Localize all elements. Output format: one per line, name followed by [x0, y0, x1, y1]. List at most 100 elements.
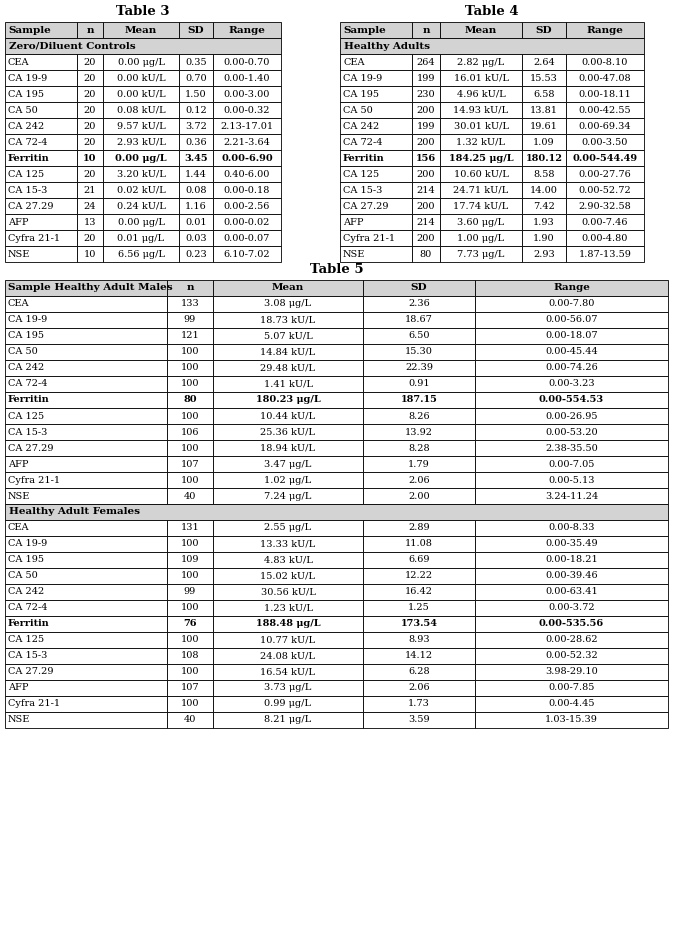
Text: 100: 100 — [181, 636, 199, 644]
Bar — [412, 70, 440, 86]
Text: CA 27.29: CA 27.29 — [8, 201, 53, 210]
Bar — [340, 214, 412, 230]
Text: 0.00-18.21: 0.00-18.21 — [545, 555, 598, 565]
Text: 10: 10 — [83, 154, 97, 162]
Text: 7.73 μg/L: 7.73 μg/L — [458, 249, 505, 259]
Bar — [475, 520, 668, 536]
Text: 13.33 kU/L: 13.33 kU/L — [260, 540, 316, 549]
Text: NSE: NSE — [8, 491, 30, 501]
Bar — [179, 70, 213, 86]
Bar — [167, 616, 213, 632]
Bar — [363, 296, 475, 312]
Text: 1.02 μg/L: 1.02 μg/L — [264, 476, 312, 485]
Text: Ferritin: Ferritin — [8, 154, 50, 162]
Bar — [77, 22, 103, 38]
Text: 100: 100 — [181, 348, 199, 357]
Bar — [522, 230, 566, 246]
Bar — [213, 118, 281, 134]
Bar — [340, 102, 412, 118]
Text: 10.77 kU/L: 10.77 kU/L — [260, 636, 316, 644]
Bar — [440, 134, 522, 150]
Text: 2.38-35.50: 2.38-35.50 — [545, 443, 598, 452]
Bar — [440, 54, 522, 70]
Bar — [167, 424, 213, 440]
Text: 2.89: 2.89 — [409, 524, 430, 532]
Bar — [522, 102, 566, 118]
Text: 0.00-0.07: 0.00-0.07 — [224, 234, 270, 243]
Text: 30.01 kU/L: 30.01 kU/L — [454, 121, 509, 131]
Bar — [103, 198, 179, 214]
Text: 40: 40 — [184, 491, 197, 501]
Bar — [522, 54, 566, 70]
Text: CEA: CEA — [8, 299, 30, 309]
Text: CA 125: CA 125 — [343, 170, 379, 179]
Bar — [440, 102, 522, 118]
Text: 0.40-6.00: 0.40-6.00 — [224, 170, 270, 179]
Text: 0.00-26.95: 0.00-26.95 — [545, 412, 598, 421]
Bar — [167, 600, 213, 616]
Text: 6.28: 6.28 — [409, 667, 430, 677]
Text: 100: 100 — [181, 476, 199, 485]
Bar — [363, 616, 475, 632]
Text: 0.00-3.50: 0.00-3.50 — [582, 137, 628, 146]
Text: NSE: NSE — [8, 249, 30, 259]
Text: 9.57 kU/L: 9.57 kU/L — [116, 121, 166, 131]
Text: 0.00-7.05: 0.00-7.05 — [548, 460, 595, 468]
Bar — [167, 456, 213, 472]
Bar — [566, 70, 644, 86]
Bar — [475, 440, 668, 456]
Text: CA 242: CA 242 — [8, 121, 44, 131]
Bar — [363, 472, 475, 488]
Bar — [412, 118, 440, 134]
Bar — [5, 376, 167, 392]
Bar — [103, 70, 179, 86]
Text: 13: 13 — [83, 218, 96, 226]
Bar — [103, 182, 179, 198]
Text: 2.82 μg/L: 2.82 μg/L — [458, 57, 505, 67]
Bar — [77, 134, 103, 150]
Text: 0.70: 0.70 — [185, 73, 207, 83]
Bar — [412, 150, 440, 166]
Bar — [566, 102, 644, 118]
Bar — [167, 376, 213, 392]
Bar — [213, 344, 363, 360]
Bar — [179, 182, 213, 198]
Bar — [213, 198, 281, 214]
Text: 10.60 kU/L: 10.60 kU/L — [454, 170, 508, 179]
Text: 99: 99 — [184, 315, 196, 324]
Text: SD: SD — [411, 284, 427, 293]
Text: CA 72-4: CA 72-4 — [8, 603, 48, 613]
Bar — [5, 424, 167, 440]
Bar — [103, 102, 179, 118]
Bar — [566, 86, 644, 102]
Text: 29.48 kU/L: 29.48 kU/L — [260, 363, 316, 373]
Text: AFP: AFP — [343, 218, 363, 226]
Bar — [363, 280, 475, 296]
Bar — [77, 118, 103, 134]
Bar — [363, 360, 475, 376]
Text: 0.23: 0.23 — [185, 249, 207, 259]
Bar — [5, 198, 77, 214]
Bar — [5, 616, 167, 632]
Bar — [475, 568, 668, 584]
Text: Mean: Mean — [272, 284, 304, 293]
Text: Cyfra 21-1: Cyfra 21-1 — [8, 700, 60, 708]
Text: CA 125: CA 125 — [8, 170, 44, 179]
Text: 100: 100 — [181, 379, 199, 388]
Text: 25.36 kU/L: 25.36 kU/L — [260, 427, 316, 437]
Bar — [412, 166, 440, 182]
Bar — [5, 712, 167, 728]
Text: SD: SD — [536, 26, 553, 34]
Text: CA 50: CA 50 — [8, 348, 38, 357]
Bar — [167, 488, 213, 504]
Bar — [412, 198, 440, 214]
Bar — [179, 214, 213, 230]
Text: 30.56 kU/L: 30.56 kU/L — [260, 588, 316, 596]
Bar — [213, 392, 363, 408]
Text: 20: 20 — [84, 73, 96, 83]
Text: 0.00-554.53: 0.00-554.53 — [539, 396, 604, 404]
Text: 15.30: 15.30 — [405, 348, 433, 357]
Text: 1.25: 1.25 — [408, 603, 430, 613]
Bar — [475, 344, 668, 360]
Bar — [167, 664, 213, 680]
